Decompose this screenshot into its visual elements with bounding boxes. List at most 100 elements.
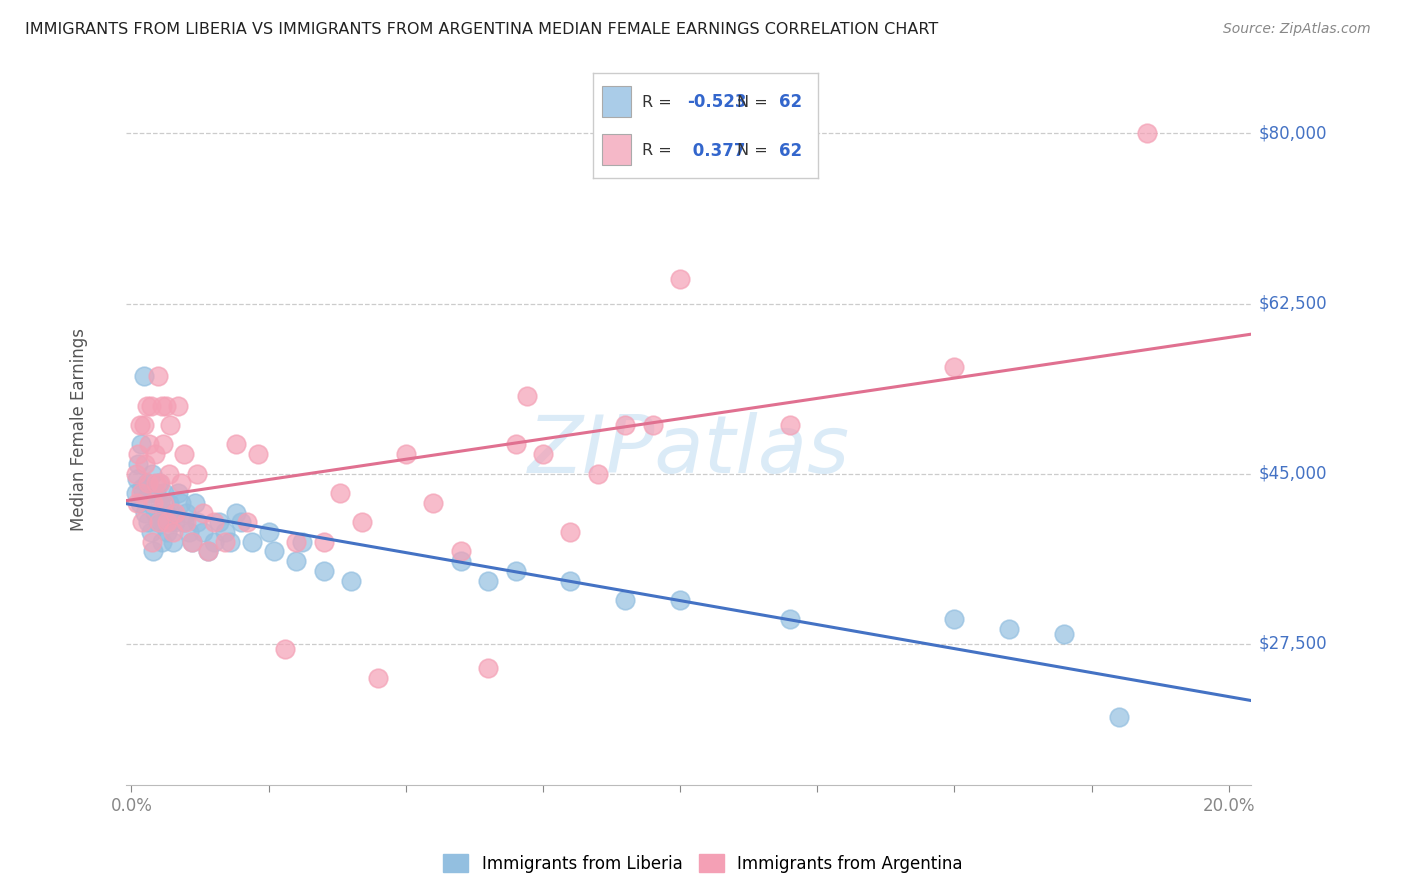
Point [127,457,149,471]
Point [155,506,177,520]
Point [135,476,157,491]
Point [197,544,219,558]
Point [779,612,801,626]
Point [128,417,150,432]
Point [150,534,173,549]
Point [225,437,247,451]
Point [143,506,166,520]
Point [669,272,692,286]
Point [139,524,162,539]
Point [165,506,187,520]
Point [176,506,198,520]
Point [274,641,297,656]
Point [669,593,692,607]
Point [132,369,155,384]
Point [138,486,160,500]
Point [153,486,176,500]
Point [560,574,582,588]
Point [515,389,537,403]
Point [142,544,165,558]
Point [197,544,219,558]
Point [152,515,174,529]
Text: IMMIGRANTS FROM LIBERIA VS IMMIGRANTS FROM ARGENTINA MEDIAN FEMALE EARNINGS CORR: IMMIGRANTS FROM LIBERIA VS IMMIGRANTS FR… [25,22,939,37]
Point [505,437,527,451]
Point [149,496,172,510]
Point [176,515,198,529]
Point [191,524,214,539]
Point [162,534,184,549]
Point [214,534,236,549]
Point [395,447,418,461]
Point [131,437,153,451]
Point [943,359,966,374]
Point [235,515,257,529]
Legend: Immigrants from Liberia, Immigrants from Argentina: Immigrants from Liberia, Immigrants from… [436,847,970,880]
Point [208,515,231,529]
Point [125,496,148,510]
Point [138,437,160,451]
Point [167,486,190,500]
Point [125,471,148,485]
Point [225,506,247,520]
Text: $27,500: $27,500 [1260,635,1327,653]
Point [614,593,637,607]
Point [177,524,200,539]
Point [173,447,195,461]
Point [943,612,966,626]
Point [186,467,208,481]
Point [340,574,363,588]
Point [614,417,637,432]
Point [148,515,170,529]
Point [136,515,159,529]
Point [148,476,170,491]
Point [202,534,225,549]
Point [139,399,162,413]
Point [149,476,172,491]
Point [170,476,193,491]
Point [202,515,225,529]
Point [157,496,180,510]
Text: Source: ZipAtlas.com: Source: ZipAtlas.com [1223,22,1371,37]
Point [186,515,208,529]
Point [183,496,205,510]
Point [329,486,352,500]
Point [531,447,554,461]
Point [350,515,373,529]
Point [285,534,308,549]
Text: $80,000: $80,000 [1260,124,1327,143]
Point [146,369,169,384]
Point [173,515,195,529]
Point [367,671,389,685]
Point [134,506,156,520]
Point [450,544,472,558]
Point [141,467,163,481]
Point [641,417,664,432]
Point [142,496,165,510]
Point [165,515,187,529]
Point [170,496,193,510]
Point [167,399,190,413]
Point [155,399,177,413]
Point [134,457,156,471]
Point [143,447,166,461]
Point [263,544,285,558]
Point [422,496,444,510]
Point [152,437,174,451]
Point [450,554,472,568]
Point [240,534,263,549]
Point [180,534,202,549]
Point [153,496,176,510]
Point [135,399,157,413]
Point [998,622,1021,636]
Point [285,554,308,568]
Point [156,515,179,529]
Point [156,524,179,539]
Point [1053,627,1076,641]
Text: $62,500: $62,500 [1260,294,1327,312]
Point [146,515,169,529]
Point [131,515,153,529]
Point [159,515,181,529]
Point [290,534,312,549]
Point [560,524,582,539]
Point [128,496,150,510]
